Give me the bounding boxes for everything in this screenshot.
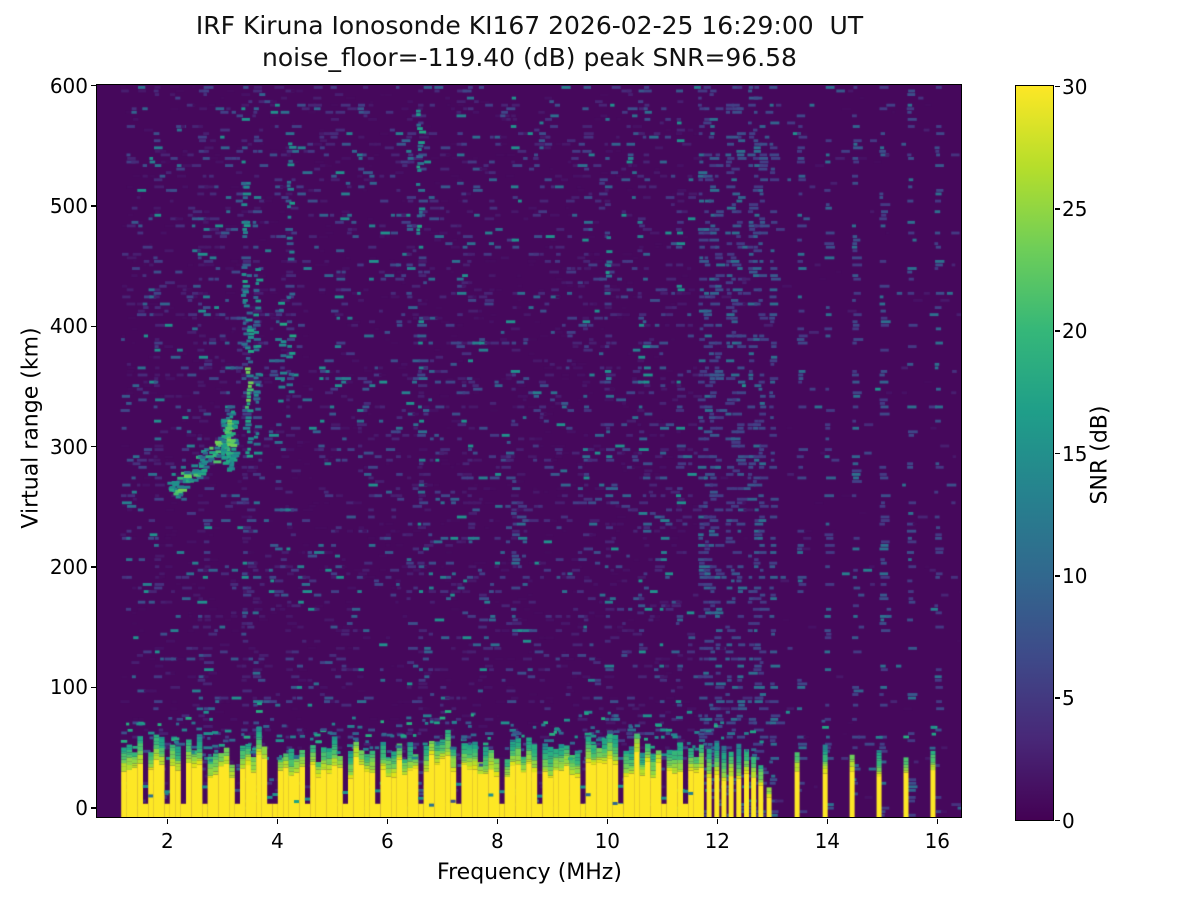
colorbar-tick-mark (1055, 208, 1060, 210)
y-tick-mark (91, 566, 96, 568)
x-tick-mark (826, 819, 829, 824)
y-axis-label: Virtual range (km) (18, 327, 44, 529)
ionogram-heatmap-canvas (97, 85, 961, 817)
colorbar-tick-label: 0 (1062, 808, 1075, 833)
y-tick-mark (91, 84, 96, 87)
y-tick-label: 500 (49, 193, 88, 218)
x-tick-label: 6 (380, 829, 394, 853)
colorbar-tick-label: 15 (1062, 441, 1088, 466)
x-tick-label: 4 (270, 829, 284, 853)
y-tick-label: 100 (49, 675, 88, 700)
colorbar-tick-label: 5 (1062, 686, 1075, 711)
colorbar-tick-label: 20 (1062, 319, 1088, 344)
y-tick-mark (91, 807, 96, 809)
x-tick-mark (496, 819, 499, 824)
x-tick-label: 10 (594, 829, 621, 853)
colorbar-tick-label: 10 (1062, 563, 1088, 588)
y-tick-label: 200 (49, 555, 88, 580)
y-tick-label: 0 (75, 795, 88, 820)
x-tick-mark (166, 819, 169, 824)
x-axis-label: Frequency (MHz) (437, 860, 622, 885)
colorbar-tick-mark (1055, 575, 1060, 577)
x-tick-mark (276, 819, 279, 824)
colorbar-label: SNR (dB) (1087, 405, 1113, 505)
colorbar (1015, 85, 1054, 821)
y-tick-mark (91, 686, 96, 689)
colorbar-tick-mark (1055, 85, 1060, 88)
y-tick-label: 400 (49, 314, 88, 339)
y-tick-mark (91, 445, 96, 448)
x-tick-mark (936, 819, 939, 824)
chart-subtitle: noise_floor=-119.40 (dB) peak SNR=96.58 (262, 43, 797, 72)
y-tick-mark (91, 205, 96, 207)
x-tick-label: 14 (814, 829, 841, 853)
y-tick-label: 600 (49, 73, 88, 98)
colorbar-tick-mark (1055, 452, 1060, 455)
colorbar-tick-label: 25 (1062, 196, 1088, 221)
x-tick-mark (386, 819, 389, 824)
heatmap-plot-area (96, 84, 962, 818)
x-tick-mark (606, 819, 609, 824)
chart-title: IRF Kiruna Ionosonde KI167 2026-02-25 16… (195, 11, 864, 40)
y-tick-mark (91, 325, 96, 328)
x-tick-label: 8 (490, 829, 504, 853)
x-tick-label: 2 (160, 829, 174, 853)
y-tick-label: 300 (49, 434, 88, 459)
x-tick-label: 16 (924, 829, 951, 853)
colorbar-tick-mark (1055, 697, 1060, 699)
colorbar-tick-mark (1055, 819, 1060, 822)
x-tick-mark (716, 819, 719, 824)
x-tick-label: 12 (704, 829, 731, 853)
colorbar-tick-label: 30 (1062, 74, 1088, 99)
colorbar-tick-mark (1055, 330, 1060, 332)
